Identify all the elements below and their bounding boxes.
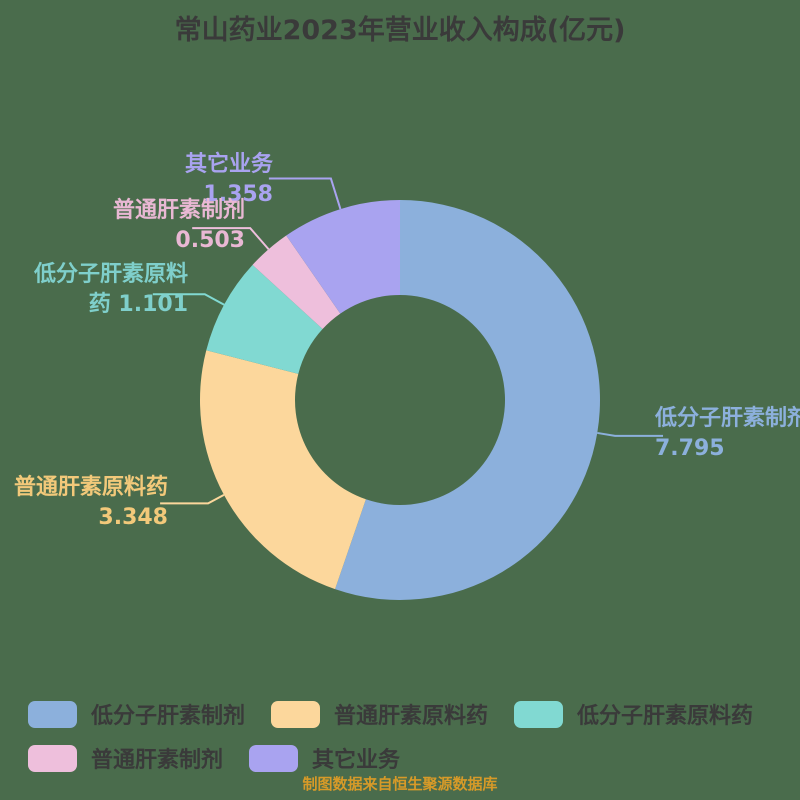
legend-row-1: 普通肝素制剂 其它业务 — [28, 736, 788, 780]
legend-item-label: 低分子肝素原料药 — [577, 704, 754, 729]
leader-line-3 — [192, 227, 270, 250]
leader-lines — [152, 177, 664, 505]
callout-lmw-heparin-preparation-name: 低分子肝素制剂 — [655, 406, 800, 431]
callout-other-business: 其它业务 1.358 — [185, 150, 273, 210]
legend-swatch-icon — [271, 700, 321, 728]
legend-item-低分子肝素制剂[interactable]: 低分子肝素制剂 — [28, 698, 245, 730]
legend-item-label: 低分子肝素制剂 — [91, 704, 246, 729]
page-title: 常山药业2023年营业收入构成(亿元) — [174, 15, 626, 46]
leader-line-2 — [152, 293, 225, 306]
legend-swatch-icon — [249, 744, 299, 772]
callout-other-business-name: 其它业务 — [184, 152, 273, 177]
donut-slice-3[interactable] — [252, 235, 341, 330]
legend-item-label: 普通肝素原料药 — [334, 704, 489, 729]
legend: 低分子肝素制剂 普通肝素原料药 低分子肝素原料药普通肝素制剂 其它业务 — [28, 692, 788, 780]
callout-lmw-heparin-preparation: 低分子肝素制剂 7.795 — [655, 404, 800, 464]
donut-slice-4[interactable] — [286, 200, 400, 314]
legend-row-0: 低分子肝素制剂 普通肝素原料药 低分子肝素原料药 — [28, 692, 788, 736]
legend-swatch-icon — [28, 744, 77, 772]
callout-lmw-heparin-api: 低分子肝素原料 药 1.101 — [34, 260, 188, 320]
donut-slice-1[interactable] — [199, 350, 366, 590]
leader-line-4 — [268, 177, 342, 210]
callout-lmw-heparin-api-name: 低分子肝素原料 — [33, 262, 188, 287]
callout-ordinary-heparin-api-name: 普通肝素原料药 — [13, 475, 168, 500]
leader-line-0 — [597, 431, 664, 437]
callout-ordinary-heparin-preparation-value: 0.503 — [175, 228, 245, 253]
legend-swatch-icon — [28, 700, 77, 728]
callout-ordinary-heparin-api: 普通肝素原料药 3.348 — [14, 473, 168, 533]
donut-slice-0[interactable] — [335, 200, 601, 601]
legend-swatch-icon — [514, 700, 564, 728]
legend-item-其它业务[interactable]: 其它业务 — [249, 742, 400, 774]
leader-line-1 — [160, 494, 225, 505]
legend-item-普通肝素制剂[interactable]: 普通肝素制剂 — [28, 742, 223, 774]
donut-slices — [199, 200, 601, 601]
callout-lmw-heparin-api-value: 药 1.101 — [88, 292, 188, 317]
legend-item-低分子肝素原料药[interactable]: 低分子肝素原料药 — [514, 698, 753, 730]
callout-ordinary-heparin-preparation-name: 普通肝素制剂 — [112, 198, 245, 223]
callout-lmw-heparin-preparation-value: 7.795 — [655, 436, 725, 461]
legend-item-普通肝素原料药[interactable]: 普通肝素原料药 — [271, 698, 488, 730]
callout-ordinary-heparin-preparation: 普通肝素制剂 0.503 — [113, 196, 245, 256]
source-note: 制图数据来自恒生聚源数据库 — [302, 775, 498, 793]
callout-ordinary-heparin-api-value: 3.348 — [98, 505, 168, 530]
legend-item-label: 普通肝素制剂 — [91, 748, 224, 773]
callout-other-business-value: 1.358 — [203, 182, 273, 207]
legend-item-label: 其它业务 — [312, 748, 401, 773]
donut-slice-2[interactable] — [206, 264, 323, 374]
